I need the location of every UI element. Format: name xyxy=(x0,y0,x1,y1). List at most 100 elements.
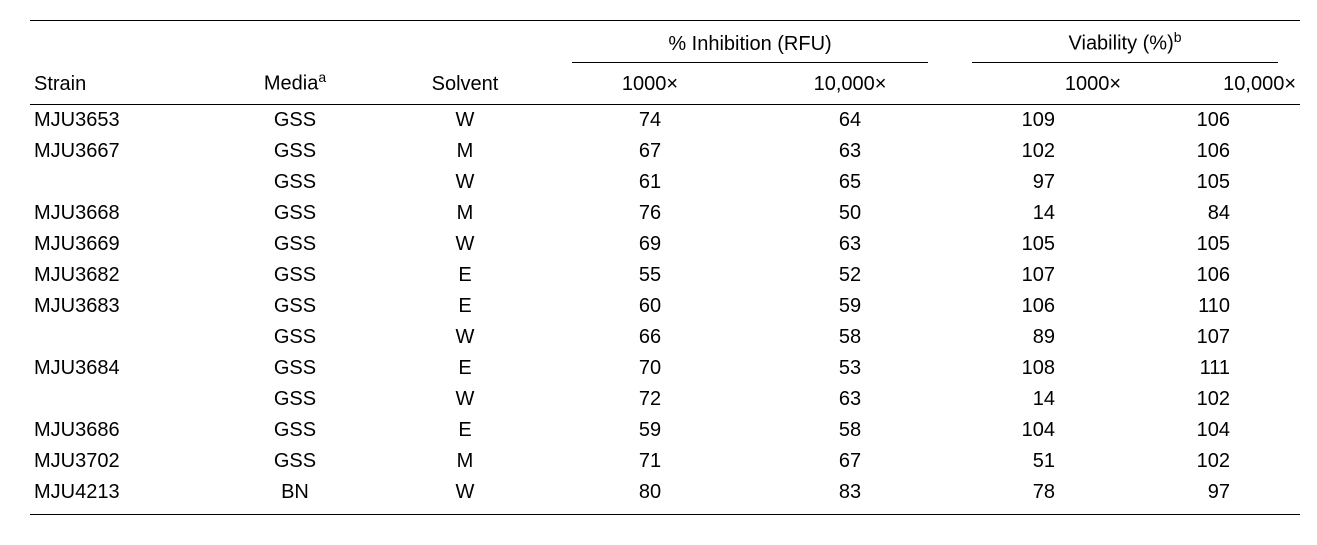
cell-solvent: M xyxy=(380,136,550,167)
cell-media: BN xyxy=(210,477,380,515)
cell-inh-10000: 63 xyxy=(750,384,950,415)
cell-solvent: M xyxy=(380,198,550,229)
cell-inh-1000: 61 xyxy=(550,167,750,198)
group-viability-sup: b xyxy=(1174,29,1182,45)
cell-inh-10000: 58 xyxy=(750,322,950,353)
cell-via-1000: 105 xyxy=(950,229,1125,260)
table-row: MJU3684GSSE7053108111 xyxy=(30,353,1300,384)
cell-media: GSS xyxy=(210,229,380,260)
cell-inh-1000: 80 xyxy=(550,477,750,515)
cell-inh-1000: 74 xyxy=(550,104,750,136)
col-strain-label: Strain xyxy=(34,73,86,95)
table-row: MJU3683GSSE6059106110 xyxy=(30,291,1300,322)
cell-inh-1000: 69 xyxy=(550,229,750,260)
col-media-label: Media xyxy=(264,73,318,95)
cell-via-10000: 110 xyxy=(1125,291,1300,322)
cell-solvent: W xyxy=(380,167,550,198)
cell-inh-10000: 65 xyxy=(750,167,950,198)
cell-solvent: W xyxy=(380,322,550,353)
col-media-sup: a xyxy=(318,69,326,85)
cell-media: GSS xyxy=(210,136,380,167)
cell-inh-10000: 83 xyxy=(750,477,950,515)
cell-via-1000: 106 xyxy=(950,291,1125,322)
cell-strain: MJU3682 xyxy=(30,260,210,291)
cell-via-1000: 102 xyxy=(950,136,1125,167)
cell-inh-10000: 63 xyxy=(750,136,950,167)
cell-solvent: E xyxy=(380,353,550,384)
cell-strain xyxy=(30,384,210,415)
cell-inh-1000: 55 xyxy=(550,260,750,291)
cell-media: GSS xyxy=(210,446,380,477)
cell-strain: MJU3653 xyxy=(30,104,210,136)
cell-strain: MJU3667 xyxy=(30,136,210,167)
cell-via-10000: 84 xyxy=(1125,198,1300,229)
cell-strain: MJU3683 xyxy=(30,291,210,322)
cell-solvent: E xyxy=(380,291,550,322)
cell-via-1000: 78 xyxy=(950,477,1125,515)
cell-media: GSS xyxy=(210,198,380,229)
page: Strain Mediaa Solvent % Inhibition (RFU) xyxy=(0,0,1317,545)
cell-media: GSS xyxy=(210,415,380,446)
cell-via-10000: 106 xyxy=(1125,104,1300,136)
table-row: MJU3667GSSM6763102106 xyxy=(30,136,1300,167)
table-row: GSSW665889107 xyxy=(30,322,1300,353)
cell-inh-10000: 64 xyxy=(750,104,950,136)
cell-via-10000: 102 xyxy=(1125,384,1300,415)
cell-strain: MJU3702 xyxy=(30,446,210,477)
col-inh1000-label: 1000× xyxy=(622,73,678,95)
cell-inh-1000: 76 xyxy=(550,198,750,229)
cell-media: GSS xyxy=(210,353,380,384)
cell-inh-1000: 66 xyxy=(550,322,750,353)
cell-strain xyxy=(30,322,210,353)
cell-media: GSS xyxy=(210,322,380,353)
group-viability-label: Viability (%) xyxy=(1069,33,1174,55)
cell-solvent: E xyxy=(380,260,550,291)
cell-via-10000: 107 xyxy=(1125,322,1300,353)
cell-inh-10000: 67 xyxy=(750,446,950,477)
cell-media: GSS xyxy=(210,384,380,415)
cell-strain: MJU4213 xyxy=(30,477,210,515)
table-row: MJU3682GSSE5552107106 xyxy=(30,260,1300,291)
cell-solvent: W xyxy=(380,477,550,515)
col-inh10000-label: 10,000× xyxy=(814,73,887,95)
cell-via-10000: 106 xyxy=(1125,260,1300,291)
cell-via-1000: 108 xyxy=(950,353,1125,384)
cell-inh-1000: 72 xyxy=(550,384,750,415)
cell-via-1000: 14 xyxy=(950,384,1125,415)
cell-strain: MJU3668 xyxy=(30,198,210,229)
table-row: GSSW726314102 xyxy=(30,384,1300,415)
cell-media: GSS xyxy=(210,260,380,291)
cell-inh-10000: 53 xyxy=(750,353,950,384)
table-row: MJU3669GSSW6963105105 xyxy=(30,229,1300,260)
cell-inh-10000: 52 xyxy=(750,260,950,291)
col-solvent-label: Solvent xyxy=(432,73,499,95)
cell-via-10000: 102 xyxy=(1125,446,1300,477)
cell-strain: MJU3684 xyxy=(30,353,210,384)
cell-via-1000: 107 xyxy=(950,260,1125,291)
table-row: MJU3686GSSE5958104104 xyxy=(30,415,1300,446)
group-viability-rule xyxy=(972,62,1278,63)
cell-solvent: M xyxy=(380,446,550,477)
cell-via-1000: 104 xyxy=(950,415,1125,446)
cell-inh-1000: 67 xyxy=(550,136,750,167)
cell-inh-1000: 60 xyxy=(550,291,750,322)
cell-solvent: W xyxy=(380,229,550,260)
cell-via-10000: 105 xyxy=(1125,167,1300,198)
group-inhibition-rule xyxy=(572,62,928,63)
cell-inh-10000: 58 xyxy=(750,415,950,446)
cell-media: GSS xyxy=(210,104,380,136)
cell-media: GSS xyxy=(210,167,380,198)
cell-inh-10000: 63 xyxy=(750,229,950,260)
cell-via-10000: 105 xyxy=(1125,229,1300,260)
cell-via-1000: 89 xyxy=(950,322,1125,353)
table-header: Strain Mediaa Solvent % Inhibition (RFU) xyxy=(30,21,1300,105)
cell-solvent: W xyxy=(380,384,550,415)
cell-media: GSS xyxy=(210,291,380,322)
cell-inh-1000: 70 xyxy=(550,353,750,384)
table-row: MJU3702GSSM716751102 xyxy=(30,446,1300,477)
cell-via-10000: 111 xyxy=(1125,353,1300,384)
cell-inh-1000: 71 xyxy=(550,446,750,477)
cell-via-10000: 97 xyxy=(1125,477,1300,515)
group-inhibition-label: % Inhibition (RFU) xyxy=(668,33,831,55)
table-row: MJU3653GSSW7464109106 xyxy=(30,104,1300,136)
